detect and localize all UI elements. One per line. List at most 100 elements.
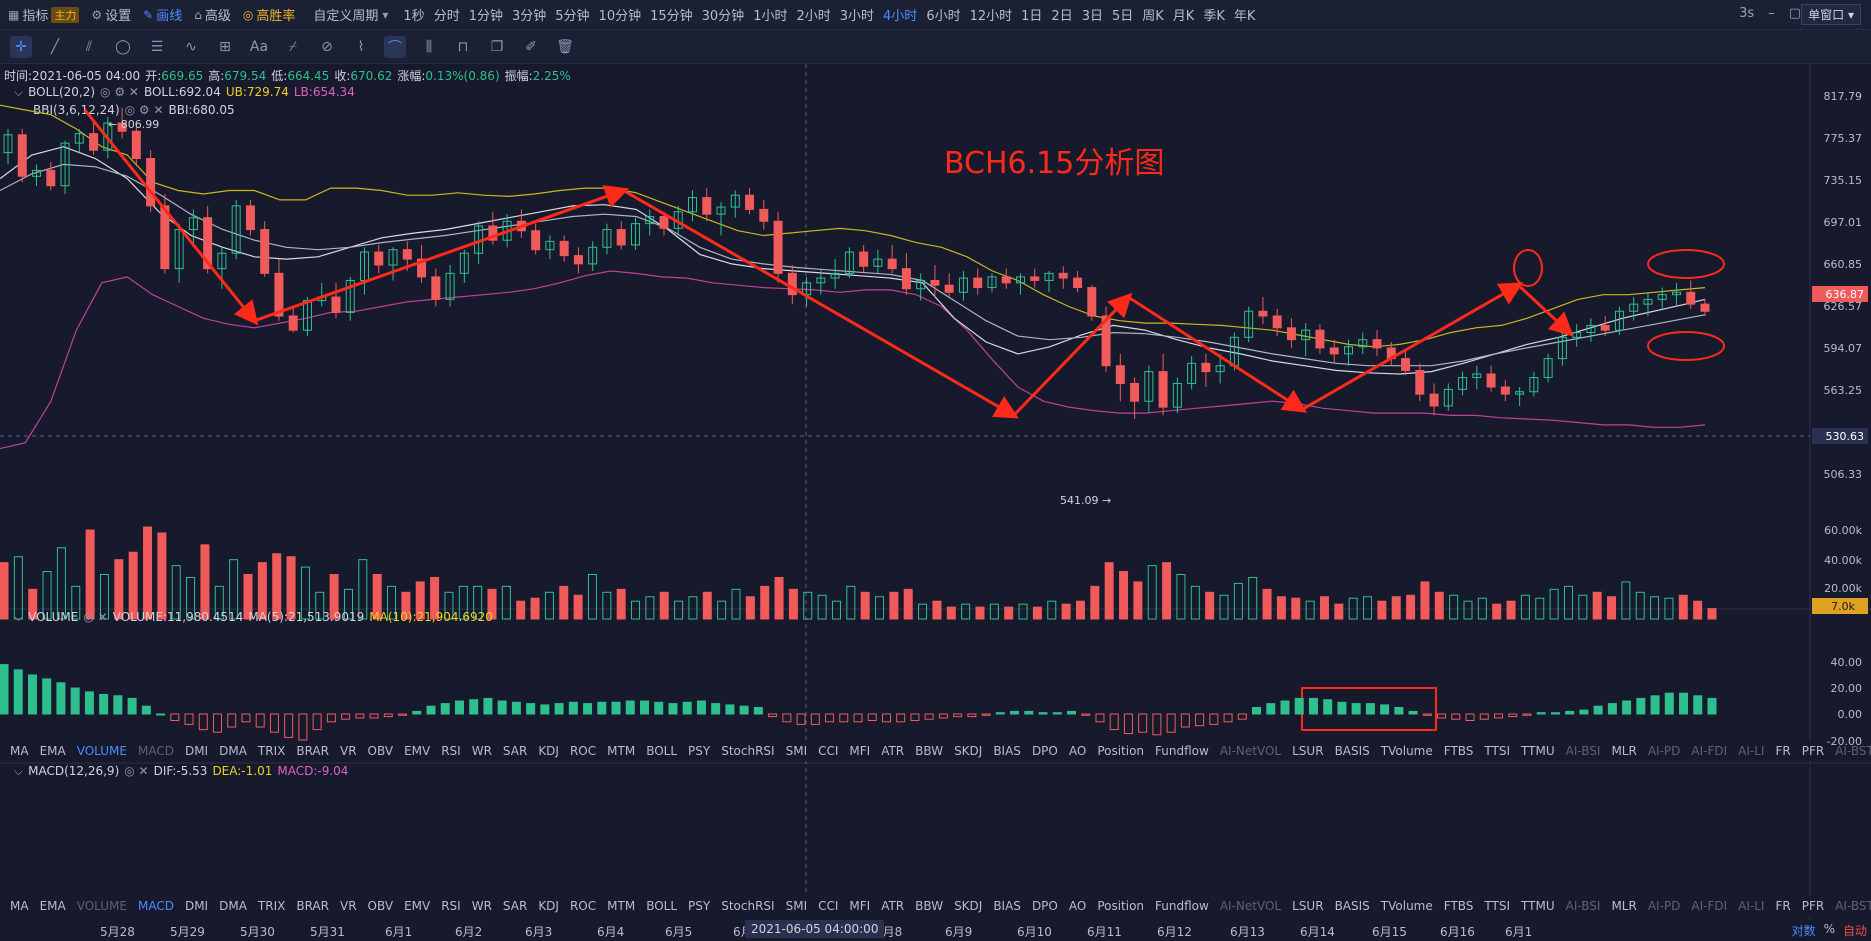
indicator-tab-atr[interactable]: ATR xyxy=(881,899,905,913)
indicator-tab-ai-fdi[interactable]: AI-FDI xyxy=(1691,744,1728,758)
eraser-tool-icon[interactable]: ⊘ xyxy=(321,38,333,55)
indicator-tab-kdj[interactable]: KDJ xyxy=(538,899,559,913)
lock-icon[interactable]: ⊓ xyxy=(457,38,469,55)
indicator-tab-roc[interactable]: ROC xyxy=(569,744,597,758)
indicator-tab-dmi[interactable]: DMI xyxy=(184,744,209,758)
indicator-tab-ma[interactable]: MA xyxy=(10,899,29,913)
indicator-tab-emv[interactable]: EMV xyxy=(404,899,431,913)
wave-tool-icon[interactable]: ∿ xyxy=(185,38,197,55)
indicator-tab-ema[interactable]: EMA xyxy=(39,899,66,913)
indicator-tab-ttsi[interactable]: TTSI xyxy=(1484,744,1511,758)
indicator-tab-bbw[interactable]: BBW xyxy=(915,744,944,758)
indicator-tab-emv[interactable]: EMV xyxy=(404,744,431,758)
indicator-tab-ai-li[interactable]: AI-LI xyxy=(1738,899,1765,913)
indicator-tab-ao[interactable]: AO xyxy=(1068,744,1087,758)
indicator-tab-trix[interactable]: TRIX xyxy=(257,744,286,758)
winrate-menu[interactable]: ◎ 高胜率 xyxy=(243,5,296,25)
measure-tool-icon[interactable]: ⊞ xyxy=(219,38,231,55)
indicator-tab-dmi[interactable]: DMI xyxy=(184,899,209,913)
indicator-tab-lsur[interactable]: LSUR xyxy=(1292,744,1324,758)
indicator-tab-macd[interactable]: MACD xyxy=(137,899,174,913)
indicator-tab-kdj[interactable]: KDJ xyxy=(538,744,559,758)
indicator-tab-ai-bst[interactable]: AI-BST xyxy=(1835,744,1871,758)
interval-8[interactable]: 1小时 xyxy=(753,9,788,24)
interval-10[interactable]: 3小时 xyxy=(839,9,875,24)
hlines-tool-icon[interactable]: ☰ xyxy=(150,38,164,55)
indicator-tab-position[interactable]: Position xyxy=(1097,744,1145,758)
indicator-tab-wr[interactable]: WR xyxy=(471,744,492,758)
indicator-tab-vr[interactable]: VR xyxy=(339,899,357,913)
indicator-tab-ai-li[interactable]: AI-LI xyxy=(1738,744,1765,758)
indicator-tab-ai-fdi[interactable]: AI-FDI xyxy=(1691,899,1728,913)
indicator-tab-cci[interactable]: CCI xyxy=(818,744,839,758)
interval-19[interactable]: 月K xyxy=(1172,9,1195,24)
ellipse-tool-icon[interactable]: ◯ xyxy=(115,38,131,55)
trash-icon[interactable]: 🗑 xyxy=(556,38,574,55)
indicator-tab-ai-netvol[interactable]: AI-NetVOL xyxy=(1219,899,1282,913)
indicator-tab-dpo[interactable]: DPO xyxy=(1031,744,1058,758)
indicator-tab-stochrsi[interactable]: StochRSI xyxy=(721,744,775,758)
interval-11[interactable]: 4小时 xyxy=(883,9,918,24)
indicator-tab-fundflow[interactable]: Fundflow xyxy=(1155,899,1209,913)
eye-icon[interactable]: ◎ ⚙ ✕ xyxy=(100,85,139,99)
indicator-tab-ttmu[interactable]: TTMU xyxy=(1521,744,1555,758)
line-tool-icon[interactable]: ╱ xyxy=(50,38,60,55)
indicator-tab-ai-bsi[interactable]: AI-BSI xyxy=(1565,744,1601,758)
indicator-tab-bias[interactable]: BIAS xyxy=(993,899,1021,913)
indicator-tab-mfi[interactable]: MFI xyxy=(849,899,871,913)
interval-1[interactable]: 分时 xyxy=(433,9,460,24)
interval-12[interactable]: 6小时 xyxy=(926,9,961,24)
indicator-tab-mlr[interactable]: MLR xyxy=(1611,899,1637,913)
indicator-tab-sar[interactable]: SAR xyxy=(502,899,528,913)
indicator-tab-mtm[interactable]: MTM xyxy=(607,899,636,913)
copy-icon[interactable]: ❐ xyxy=(490,38,504,55)
indicator-tab-smi[interactable]: SMI xyxy=(785,744,808,758)
collapse-icon[interactable]: ⌵ xyxy=(14,85,24,99)
indicator-tab-mtm[interactable]: MTM xyxy=(607,744,636,758)
settings-icons[interactable]: ◎ ✕ xyxy=(124,764,149,778)
interval-14[interactable]: 1日 xyxy=(1021,9,1043,24)
indicator-tab-trix[interactable]: TRIX xyxy=(257,899,286,913)
indicator-tab-basis[interactable]: BASIS xyxy=(1334,744,1370,758)
candlestick-chart[interactable]: 817.79 775.37 735.15 697.01 660.85 626.57 594.… xyxy=(0,64,1871,919)
indicator-tab-skdj[interactable]: SKDJ xyxy=(954,744,983,758)
indicator-tab-ai-netvol[interactable]: AI-NetVOL xyxy=(1219,744,1282,758)
indicator-tab-vr[interactable]: VR xyxy=(339,744,357,758)
interval-16[interactable]: 3日 xyxy=(1081,9,1103,24)
indicator-tab-volume[interactable]: VOLUME xyxy=(76,899,127,913)
auto-toggle[interactable]: 自动 xyxy=(1842,924,1867,938)
indicator-tab-boll[interactable]: BOLL xyxy=(646,744,678,758)
indicator-tab-macd[interactable]: MACD xyxy=(137,744,174,758)
indicator-tab-wr[interactable]: WR xyxy=(471,899,492,913)
interval-5[interactable]: 10分钟 xyxy=(598,9,642,24)
indicator-tab-dma[interactable]: DMA xyxy=(219,899,247,913)
indicator-tab-brar[interactable]: BRAR xyxy=(296,899,329,913)
interval-0[interactable]: 1秒 xyxy=(403,9,425,24)
interval-15[interactable]: 2日 xyxy=(1051,9,1073,24)
indicator-tab-fr[interactable]: FR xyxy=(1775,744,1791,758)
minimize-icon[interactable]: – xyxy=(1768,6,1775,21)
indicator-tab-tvolume[interactable]: TVolume xyxy=(1380,899,1433,913)
indicator-tab-atr[interactable]: ATR xyxy=(881,744,905,758)
interval-13[interactable]: 12小时 xyxy=(969,9,1013,24)
settings-icons[interactable]: ◎ ✕ xyxy=(83,610,108,624)
indicator-tab-pfr[interactable]: PFR xyxy=(1801,744,1825,758)
settings-icons[interactable]: ◎ ⚙ ✕ xyxy=(124,103,164,117)
indicator-tab-dpo[interactable]: DPO xyxy=(1031,899,1058,913)
indicator-menu[interactable]: ▦ 指标 主力 xyxy=(8,5,80,24)
interval-20[interactable]: 季K xyxy=(1203,9,1225,24)
indicator-tab-ttmu[interactable]: TTMU xyxy=(1521,899,1555,913)
brush-tool-icon[interactable]: ⌿ xyxy=(288,38,298,55)
indicator-tab-cci[interactable]: CCI xyxy=(818,899,839,913)
indicator-tab-ai-bst[interactable]: AI-BST xyxy=(1835,899,1871,913)
interval-21[interactable]: 年K xyxy=(1233,9,1256,24)
window-mode-button[interactable]: 单窗口 ▾ xyxy=(1801,4,1861,25)
interval-4[interactable]: 5分钟 xyxy=(555,9,590,24)
draw-menu[interactable]: ✎ 画线 xyxy=(143,5,182,25)
parallel-tool-icon[interactable]: ⫽ xyxy=(85,38,93,55)
indicator-tab-ma[interactable]: MA xyxy=(10,744,29,758)
indicator-tab-pfr[interactable]: PFR xyxy=(1801,899,1825,913)
indicator-tab-dma[interactable]: DMA xyxy=(219,744,247,758)
interval-2[interactable]: 1分钟 xyxy=(468,9,503,24)
indicator-tab-psy[interactable]: PSY xyxy=(688,899,711,913)
